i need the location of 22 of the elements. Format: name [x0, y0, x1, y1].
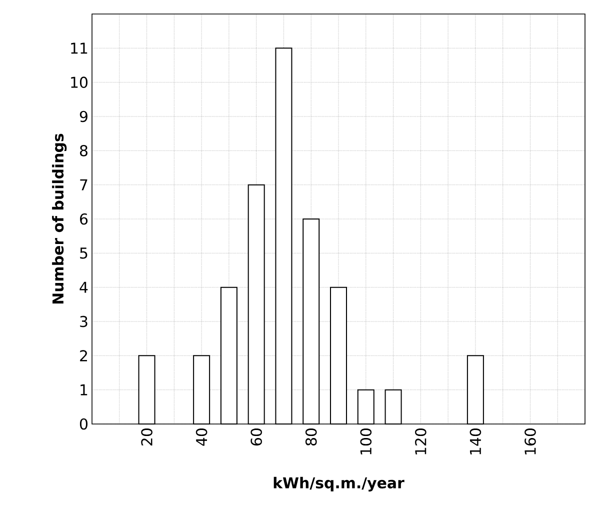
x-tick-label: 40	[196, 428, 208, 446]
x-tick-label: 100	[360, 428, 372, 454]
y-tick-label: 11	[71, 42, 88, 54]
y-tick-label: 4	[80, 282, 88, 293]
x-tick-label: 120	[415, 428, 426, 454]
y-tick-label: 0	[80, 418, 88, 430]
y-tick-label: 3	[80, 316, 88, 328]
y-tick-label: 10	[71, 76, 88, 88]
y-axis-title: Number of buildings	[52, 134, 67, 304]
x-tick-label: 140	[470, 428, 482, 454]
y-tick-label: 7	[80, 179, 88, 190]
x-tick-label: 160	[524, 428, 536, 454]
y-tick-label: 9	[80, 110, 88, 122]
y-tick-label: 5	[80, 248, 88, 259]
y-tick-label: 2	[80, 350, 87, 362]
x-tick-label: 60	[250, 428, 262, 446]
x-tick-label: 80	[305, 428, 317, 446]
y-tick-label: 1	[80, 384, 88, 396]
y-tick-label: 8	[80, 145, 88, 156]
y-tick-label: 6	[80, 213, 88, 225]
x-axis-title: kWh/sq.m./year	[274, 476, 404, 492]
x-tick-label: 20	[141, 428, 152, 446]
